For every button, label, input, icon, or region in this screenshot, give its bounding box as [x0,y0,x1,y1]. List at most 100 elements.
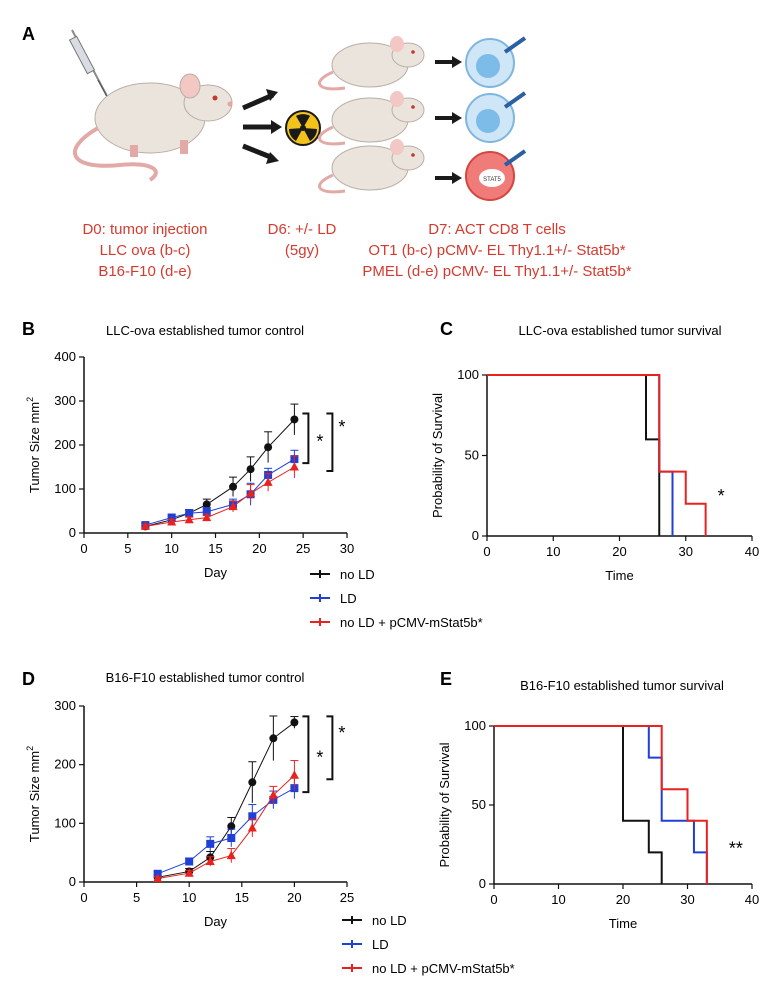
panel-label-b: B [22,319,35,339]
data-point [229,482,238,491]
caption-line: D7: ACT CD8 T cells [428,221,566,238]
x-tick-label: 30 [680,892,694,907]
x-tick-label: 20 [612,544,626,559]
y-axis-label: Probability of Survival [437,742,452,867]
x-tick-label: 30 [340,541,354,556]
y-axis-label: Tumor Size mm2 [25,746,42,842]
x-axis-label: Time [609,916,637,931]
y-tick-label: 400 [54,349,76,364]
survival-curve [494,725,663,884]
panel-label-c: C [440,319,453,339]
y-tick-label: 0 [69,525,76,540]
data-point [263,477,273,486]
arrow-icon [435,172,462,184]
data-point [289,462,299,471]
survival-curve [487,374,707,536]
caption-col2: D6: +/- LD (5gy) [268,221,337,259]
caption-line: PMEL (d-e) pCMV- EL Thy1.1+/- Stat5b* [362,263,631,280]
x-axis-label: Time [605,568,633,583]
mouse-large-icon [73,73,233,182]
y-tick-label: 0 [69,874,76,889]
chart-b: LLC-ova established tumor control 0 5 10 15 2… [25,323,354,580]
y-axis-label: Probability of Survival [430,393,445,518]
legend-label: LD [340,591,357,606]
x-tick-label: 25 [296,541,310,556]
x-tick-label: 15 [235,890,249,905]
significance-marker: * [316,431,323,451]
x-tick-label: 40 [745,892,759,907]
panel-label-e: E [440,669,452,689]
y-tick-label: 0 [472,528,479,543]
y-tick-label: 200 [54,757,76,772]
x-tick-label: 10 [164,541,178,556]
chart-e: B16-F10 established tumor survival 0 10 20 3… [437,678,759,931]
stat5-label: STAT5 [483,177,501,183]
data-point [269,734,278,743]
radiation-icon [285,110,321,146]
y-tick-label: 100 [457,367,479,382]
legend-label: no LD [340,567,375,582]
survival-curve [487,374,661,536]
data-point [290,415,299,424]
x-tick-label: 10 [546,544,560,559]
x-tick-label: 5 [124,541,131,556]
significance-bracket [302,715,310,794]
x-tick-label: 0 [483,544,490,559]
caption-line: LLC ova (b-c) [100,242,191,259]
data-point [206,839,215,848]
y-tick-label: 300 [54,698,76,713]
y-tick-label: 100 [464,718,486,733]
arrow-icon [242,89,278,111]
significance-bracket [326,715,334,781]
x-tick-label: 10 [182,890,196,905]
x-tick-label: 20 [252,541,266,556]
caption-col1: D0: tumor injection LLC ova (b-c) B16-F1… [82,221,207,280]
x-tick-label: 5 [133,890,140,905]
caption-col3: D7: ACT CD8 T cells OT1 (b-c) pCMV- EL T… [362,221,631,280]
caption-line: D0: tumor injection [82,221,207,238]
data-point [185,509,194,518]
mouse-small-icon [318,91,425,146]
significance-marker: * [718,486,725,506]
data-point [184,868,194,877]
data-point [227,834,236,842]
syringe-icon [68,29,111,103]
x-tick-label: 0 [490,892,497,907]
data-point [202,507,211,516]
data-point [290,718,299,727]
legend-d: no LD LD no LD + pCMV-mStat5b* [342,913,515,976]
data-point [246,488,256,497]
caption-line: D6: +/- LD [268,221,337,238]
significance-marker: * [338,723,345,743]
data-point [248,812,257,821]
data-point [205,856,215,865]
y-tick-label: 300 [54,393,76,408]
data-point [268,790,278,799]
caption-line: OT1 (b-c) pCMV- EL Thy1.1+/- Stat5b* [368,242,625,259]
chart-d: B16-F10 established tumor control 0 5 10 15 2… [25,670,354,929]
y-tick-label: 200 [54,437,76,452]
data-point [228,501,238,511]
data-point [264,443,273,452]
x-tick-label: 20 [616,892,630,907]
caption-line: B16-F10 (d-e) [98,263,191,280]
panel-label-d: D [22,669,35,689]
t-cell-icon [465,36,527,88]
legend-label: no LD [372,913,407,928]
data-point [140,521,150,530]
t-cell-icon [465,91,527,143]
significance-bracket [326,412,334,472]
x-tick-label: 20 [287,890,301,905]
y-axis-label: Tumor Size mm2 [25,397,42,493]
data-point [226,850,236,860]
significance-bracket [302,412,310,465]
legend-label: no LD + pCMV-mStat5b* [372,961,515,976]
arrow-icon [435,112,462,124]
mouse-small-icon [318,36,425,91]
y-tick-label: 100 [54,815,76,830]
x-tick-label: 15 [208,541,222,556]
significance-marker: * [338,417,345,437]
data-point [246,465,255,474]
y-tick-label: 100 [54,481,76,496]
